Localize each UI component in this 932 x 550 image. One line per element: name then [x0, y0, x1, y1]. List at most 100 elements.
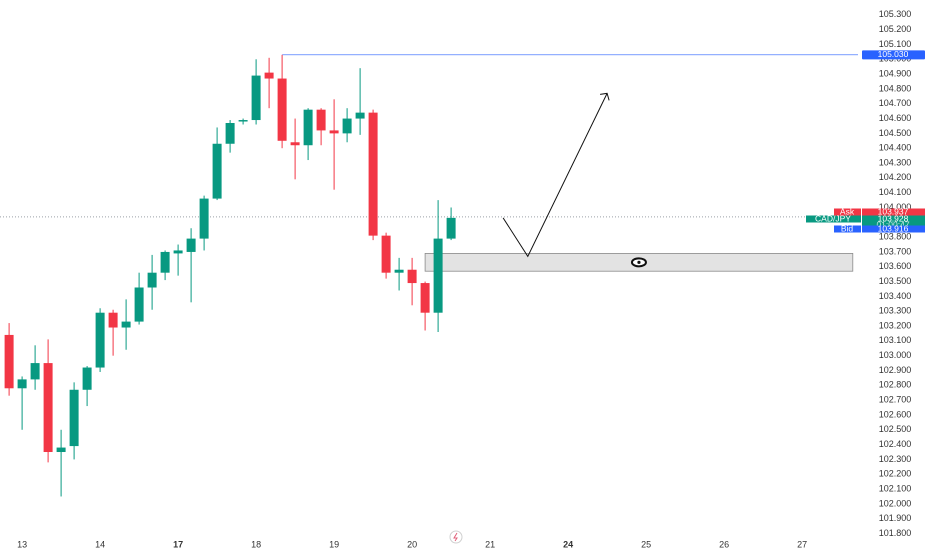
- candle-body: [446, 217, 456, 239]
- y-tick-label: 102.500: [879, 424, 912, 434]
- y-tick-label: 102.400: [879, 439, 912, 449]
- y-tick-label: 103.500: [879, 276, 912, 286]
- y-tick-label: 102.900: [879, 365, 912, 375]
- y-tick-label: 101.900: [879, 513, 912, 523]
- y-tick-label: 103.700: [879, 246, 912, 256]
- candle-body: [342, 118, 352, 134]
- candle-body: [30, 363, 40, 380]
- x-tick-label: 25: [641, 539, 651, 549]
- y-tick-label: 105.200: [879, 24, 912, 34]
- candle-body: [121, 321, 131, 328]
- y-tick-label: 105.100: [879, 39, 912, 49]
- last-value: 103.928: [878, 213, 909, 223]
- y-tick-label: 102.600: [879, 409, 912, 419]
- candle-body: [147, 272, 157, 288]
- icon-glyph: [453, 532, 458, 542]
- y-tick-label: 104.700: [879, 98, 912, 108]
- high-line-label: 105.030: [878, 49, 909, 59]
- candle-body: [173, 250, 183, 254]
- x-tick-label: 18: [251, 539, 261, 549]
- y-tick-label: 103.200: [879, 320, 912, 330]
- candle-body: [108, 312, 118, 328]
- y-tick-label: 102.300: [879, 454, 912, 464]
- last-name-bg: [806, 215, 861, 223]
- y-tick-label: 105.300: [879, 9, 912, 19]
- candle-body: [238, 120, 248, 122]
- last-name: CAD/JPY: [815, 213, 851, 223]
- candle-body: [394, 269, 404, 273]
- x-tick-label: 21: [485, 539, 495, 549]
- countdown: 01:00:47: [876, 219, 909, 229]
- candle-body: [212, 143, 222, 199]
- candle-body: [407, 269, 417, 284]
- candle-body: [303, 109, 313, 146]
- x-tick-label: 27: [797, 539, 807, 549]
- candle-body: [368, 112, 378, 236]
- y-tick-label: 104.500: [879, 128, 912, 138]
- x-tick-label: 14: [95, 539, 105, 549]
- candle-body: [17, 379, 27, 389]
- bid-name-bg: [834, 225, 861, 233]
- y-tick-label: 104.000: [879, 202, 912, 212]
- y-tick-label: 104.400: [879, 143, 912, 153]
- candle-body: [225, 123, 235, 144]
- y-tick-label: 104.100: [879, 187, 912, 197]
- y-tick-label: 101.800: [879, 528, 912, 538]
- x-tick-label: 13: [17, 539, 27, 549]
- candle-body: [69, 389, 79, 447]
- arrow-head: [600, 92, 610, 101]
- high-line-label-bg: [862, 50, 925, 60]
- projection-arrow: [502, 93, 608, 258]
- y-tick-label: 104.300: [879, 157, 912, 167]
- candle-body: [290, 142, 300, 146]
- y-tick-label: 103.600: [879, 261, 912, 271]
- candle-body: [251, 75, 261, 121]
- eye-pupil: [637, 260, 641, 264]
- x-tick-label: 24: [563, 539, 573, 549]
- y-tick-label: 102.700: [879, 395, 912, 405]
- candle-body: [277, 78, 287, 141]
- bid-value: 103.916: [878, 223, 909, 233]
- candle-body: [264, 72, 274, 79]
- y-tick-label: 102.200: [879, 469, 912, 479]
- x-tick-label: 17: [173, 539, 183, 549]
- y-tick-label: 103.300: [879, 306, 912, 316]
- y-tick-label: 103.800: [879, 231, 912, 241]
- candle-body: [433, 238, 443, 313]
- ask-value-bg: [862, 208, 925, 216]
- y-tick-label: 104.600: [879, 113, 912, 123]
- ask-name-bg: [834, 208, 861, 216]
- candle-body: [420, 283, 430, 313]
- y-tick-label: 103.000: [879, 350, 912, 360]
- x-tick-label: 26: [719, 539, 729, 549]
- candle-body: [316, 109, 326, 131]
- candle-body: [82, 367, 92, 390]
- replay-icon[interactable]: [449, 530, 463, 544]
- candle-body: [95, 312, 105, 368]
- y-tick-label: 102.000: [879, 498, 912, 508]
- candle-body: [381, 235, 391, 273]
- candle-body: [134, 287, 144, 322]
- candle-body: [355, 112, 365, 119]
- candle-body: [43, 363, 53, 453]
- bid-name: Bid: [841, 223, 854, 233]
- candle-body: [199, 198, 209, 239]
- y-tick-label: 103.400: [879, 291, 912, 301]
- candle-body: [329, 130, 339, 134]
- x-tick-label: 19: [329, 539, 339, 549]
- y-tick-label: 102.100: [879, 483, 912, 493]
- icon-circle: [449, 530, 463, 544]
- candle-body: [160, 251, 170, 273]
- x-tick-label: 20: [407, 539, 417, 549]
- y-tick-label: 103.100: [879, 335, 912, 345]
- y-tick-label: 104.200: [879, 172, 912, 182]
- candle-body: [56, 447, 66, 453]
- candle-body: [4, 334, 14, 389]
- bid-value-bg: [862, 225, 925, 233]
- y-tick-label: 104.800: [879, 83, 912, 93]
- y-tick-label: 104.900: [879, 68, 912, 78]
- ask-name: Ask: [840, 206, 855, 216]
- candle-body: [186, 238, 196, 252]
